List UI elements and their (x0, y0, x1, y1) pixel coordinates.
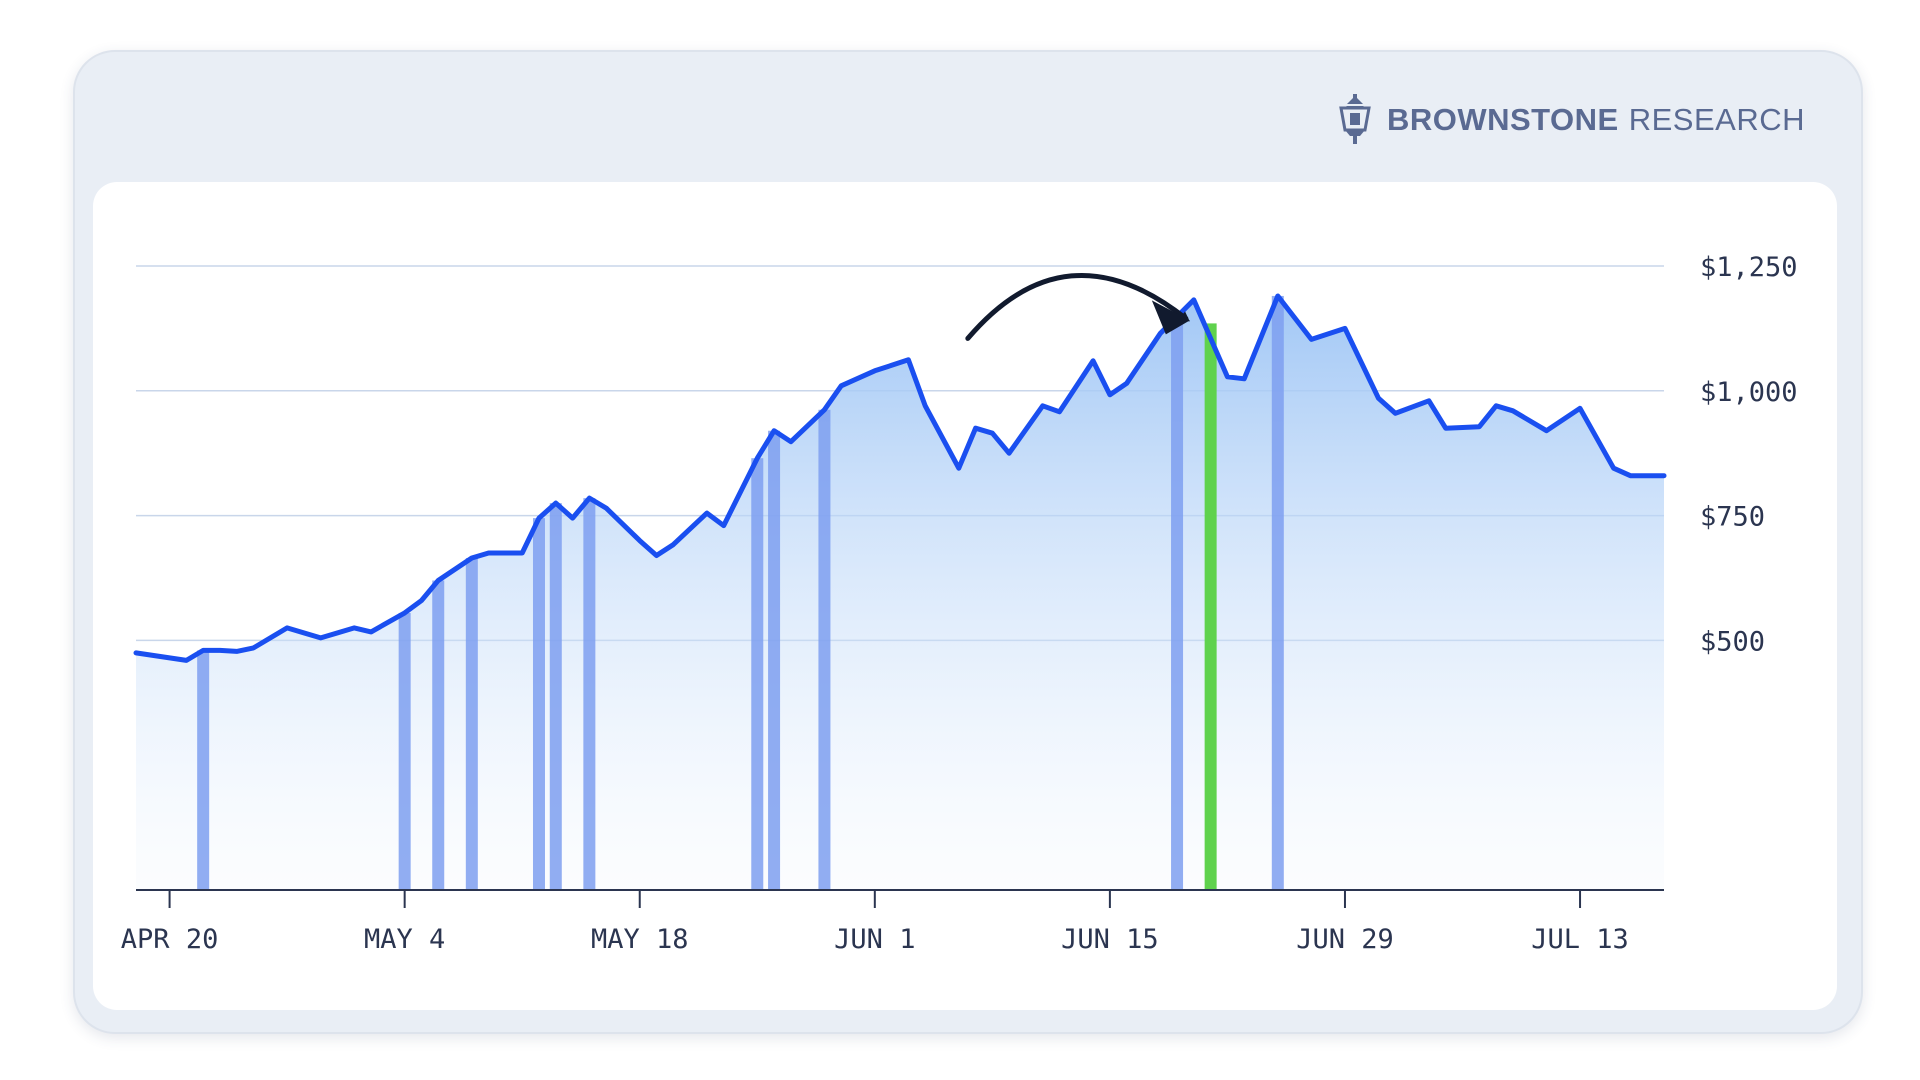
trade-marker-bar (549, 503, 562, 890)
price-line-path (133, 293, 1667, 663)
price-line (133, 293, 1667, 663)
brand-logo: BROWNSTONE RESEARCH (1333, 92, 1805, 148)
y-tick-label: $500 (1700, 626, 1765, 657)
trade-marker-bar (1271, 295, 1284, 890)
trade-marker-bar (532, 518, 545, 890)
trade-marker-bar (818, 409, 831, 890)
trade-marker-bar (465, 558, 478, 890)
x-tick-label: JUL 13 (1531, 924, 1629, 955)
trade-marker-bar (583, 498, 596, 890)
x-tick-label: JUN 29 (1296, 924, 1394, 955)
trade-marker-bar (751, 458, 764, 890)
x-tick-label: MAY 18 (591, 924, 689, 955)
highlight-marker-bar (1204, 323, 1217, 891)
curved-arrow (965, 273, 1190, 341)
trade-marker-bar (197, 650, 210, 890)
trade-marker-bar (398, 612, 411, 890)
lantern-icon (1339, 94, 1371, 144)
area-fill (136, 296, 1664, 890)
annotation (965, 273, 1190, 341)
y-tick-label: $750 (1700, 502, 1765, 533)
y-axis: $1,250 $1,000 $750 $500 (1700, 252, 1798, 657)
trade-marker-bar (1171, 316, 1184, 890)
y-tick-label: $1,000 (1700, 377, 1798, 408)
x-tick-label: JUN 1 (834, 924, 915, 955)
trade-marker-bar (768, 430, 781, 890)
y-tick-label: $1,250 (1700, 252, 1798, 283)
trade-markers (197, 295, 1284, 891)
trade-marker-bar (432, 580, 445, 890)
x-tick-label: MAY 4 (364, 924, 445, 955)
price-area (136, 296, 1664, 890)
brand-name-bold: BROWNSTONE (1386, 102, 1619, 137)
x-axis: APR 20 MAY 4 MAY 18 JUN 1 JUN 15 JUN 29 JUL 13 (121, 889, 1664, 955)
x-tick-label: JUN 15 (1061, 924, 1159, 955)
brand-name-light: RESEARCH (1628, 102, 1805, 137)
x-tick-label: APR 20 (121, 924, 219, 955)
arrow-head (1151, 300, 1190, 335)
